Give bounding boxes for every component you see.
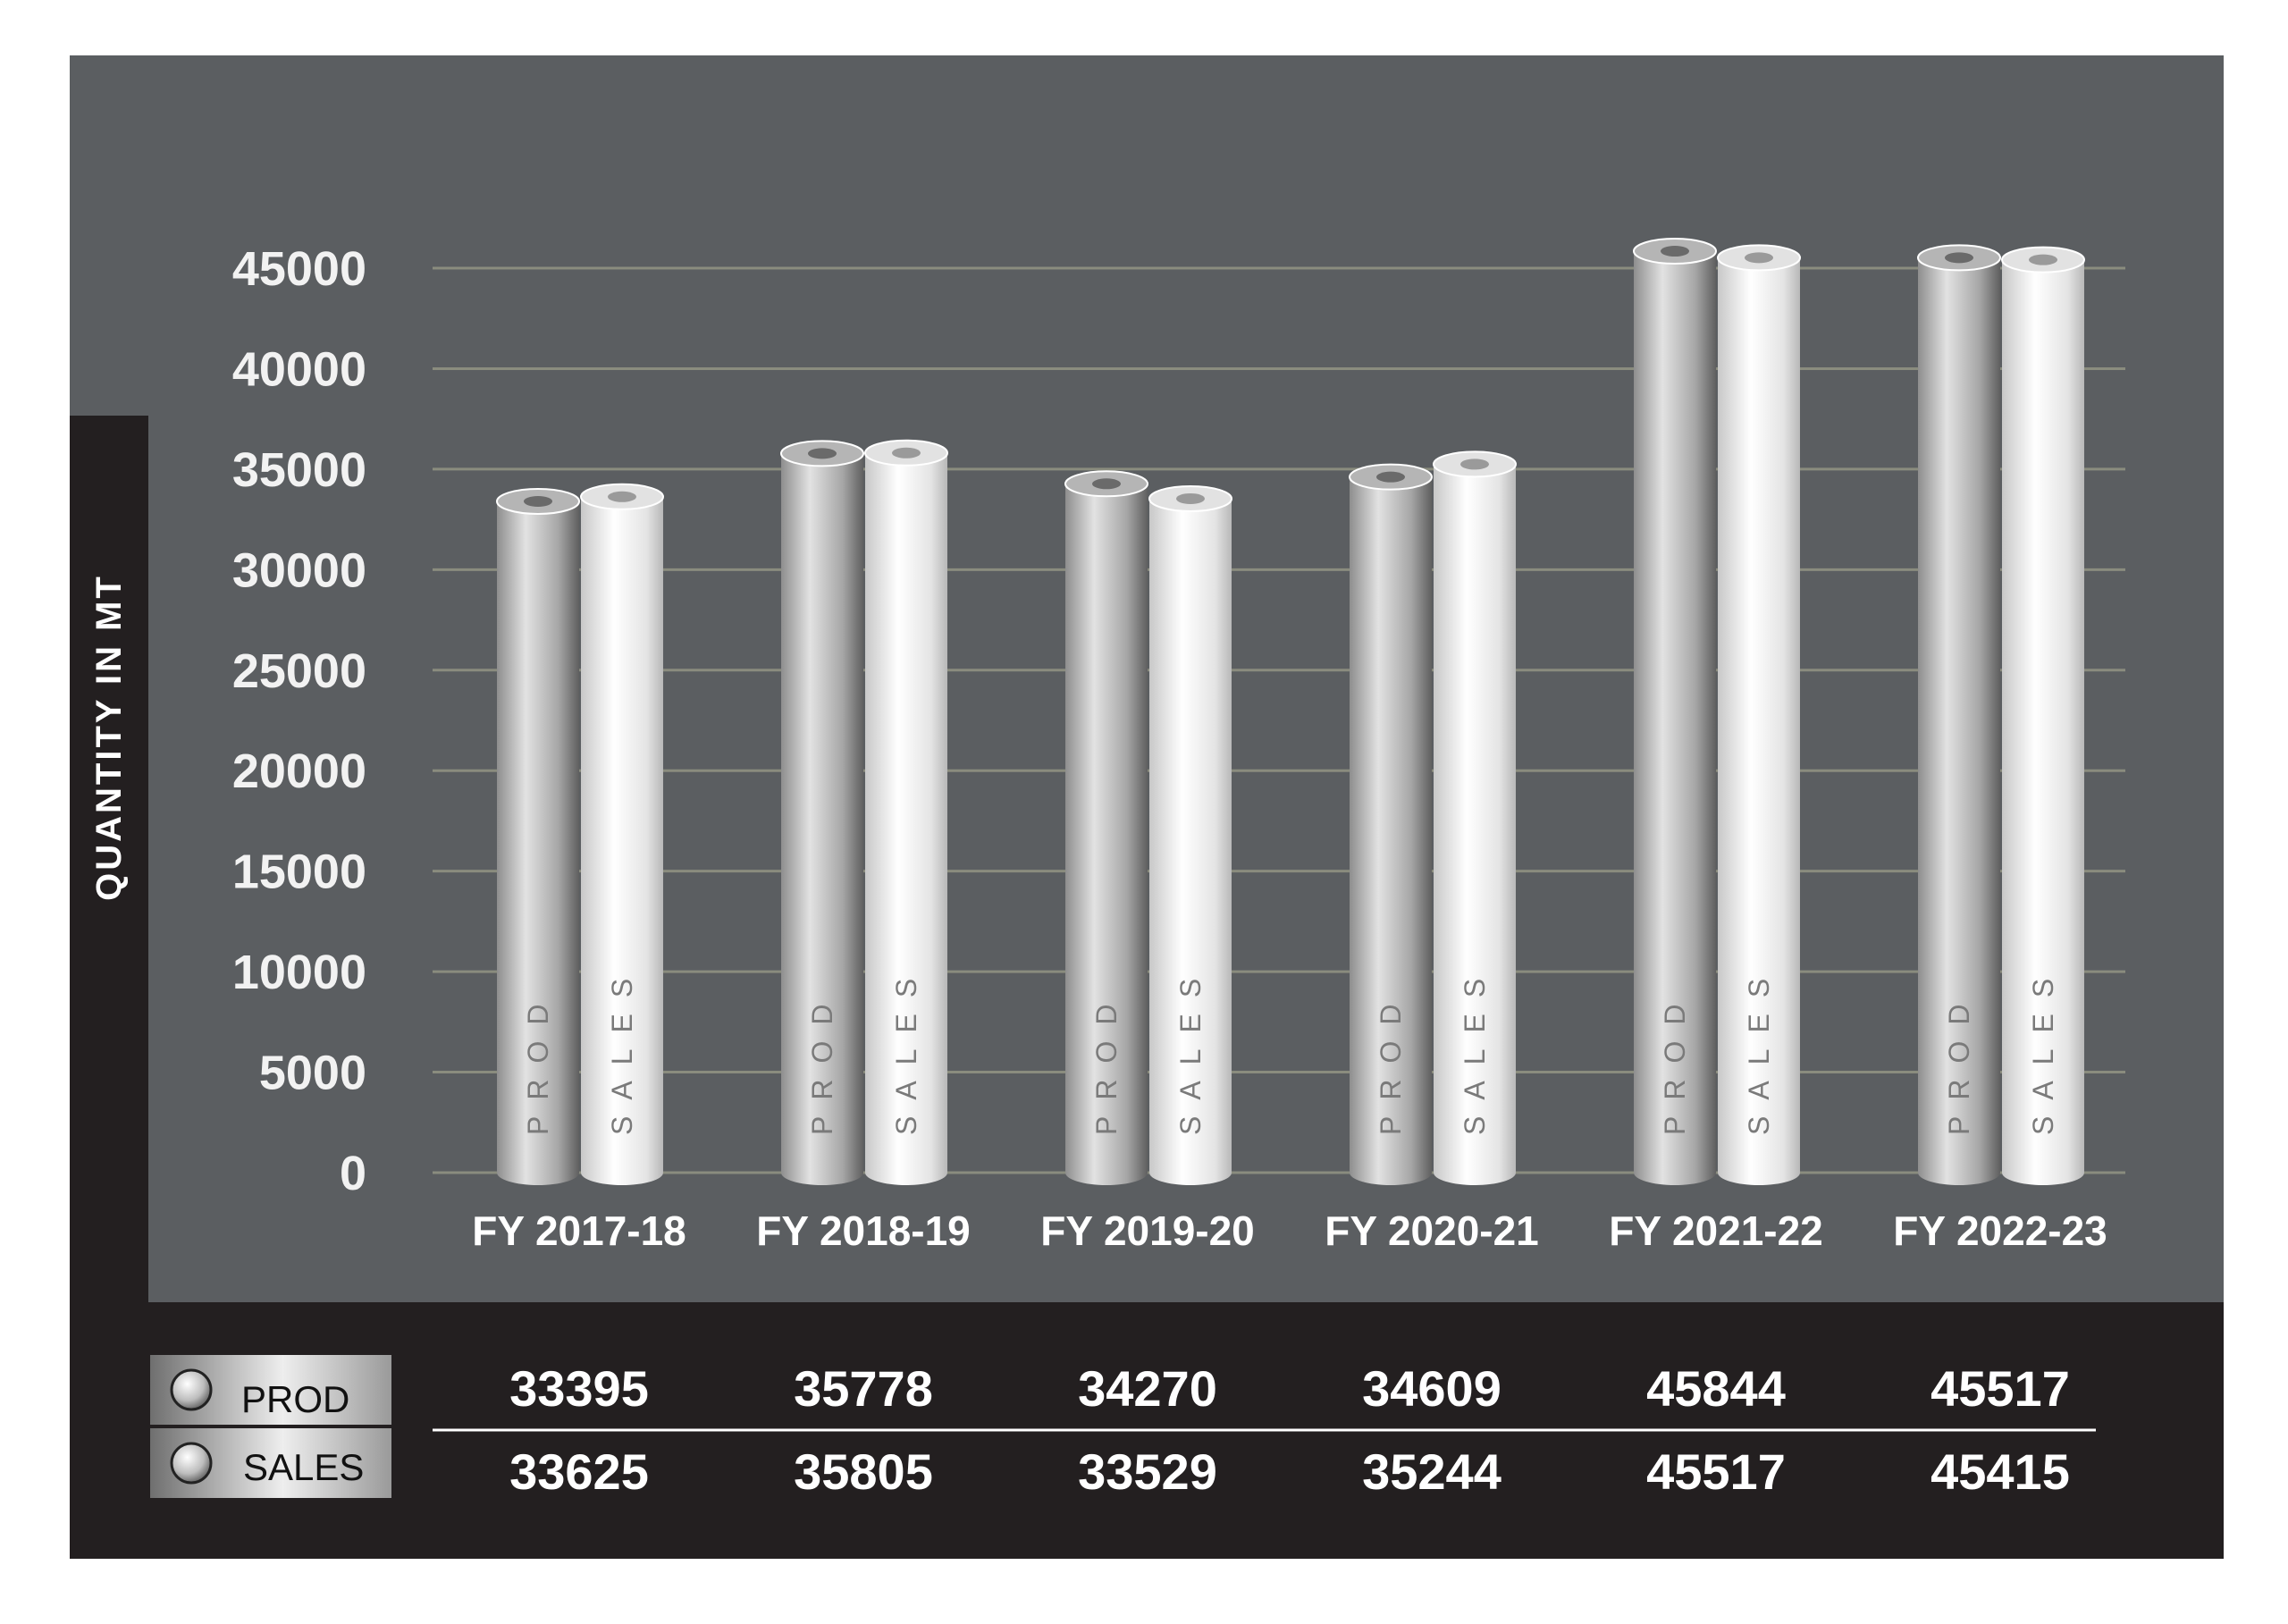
y-tick-label: 30000	[232, 543, 366, 597]
table-value-sales: 35244	[1362, 1443, 1502, 1500]
bar-sales: SALES	[2001, 246, 2085, 1185]
bar-text-sales: SALES	[890, 963, 922, 1135]
bar-text-sales: SALES	[1174, 963, 1207, 1135]
bar-prod: PROD	[1064, 470, 1148, 1185]
y-tick-label: 0	[340, 1147, 366, 1200]
bar-text-sales: SALES	[1743, 963, 1775, 1135]
x-category-label: FY 2019-20	[1040, 1207, 1255, 1254]
y-tick-label: 15000	[232, 846, 366, 899]
bar-text-sales: SALES	[606, 963, 638, 1135]
table-value-sales: 45415	[1930, 1443, 2070, 1500]
bar-sales: SALES	[864, 439, 948, 1185]
y-tick-label: 20000	[232, 745, 366, 798]
gridlines	[433, 266, 2125, 1174]
bar-text-sales: SALES	[1459, 963, 1491, 1135]
y-tick-label: 45000	[232, 242, 366, 296]
table-value-prod: 45844	[1646, 1360, 1786, 1417]
bar-prod: PROD	[496, 487, 580, 1185]
y-tick-label: 10000	[232, 946, 366, 999]
y-tick-label: 35000	[232, 443, 366, 497]
x-category-label: FY 2021-22	[1609, 1207, 1823, 1254]
data-table: 33395 33625 35778 35805 34270 33529 34609 35244…	[509, 1360, 2070, 1500]
bar-sales: SALES	[1717, 244, 1801, 1185]
bar-prod: PROD	[1349, 463, 1433, 1185]
legend: PROD SALES	[150, 1355, 391, 1498]
bar-sales: SALES	[1433, 450, 1517, 1185]
bar-text-prod: PROD	[1090, 989, 1123, 1135]
table-value-prod: 45517	[1930, 1360, 2070, 1417]
table-value-prod: 35778	[794, 1360, 933, 1417]
bar-text-sales: SALES	[2027, 963, 2059, 1135]
x-axis-categories: FY 2017-18 FY 2018-19 FY 2019-20 FY 2020-21…	[472, 1207, 2107, 1254]
bar-text-prod: PROD	[522, 989, 554, 1135]
bar-text-prod: PROD	[1375, 989, 1407, 1135]
bar-prod: PROD	[1633, 238, 1717, 1185]
bars: PROD SALES PROD SALES PROD SALES PROD SALES PROD…	[496, 238, 2085, 1185]
x-category-label: FY 2018-19	[756, 1207, 971, 1254]
legend-sales-disc-icon	[170, 1442, 213, 1485]
table-value-prod: 34609	[1362, 1360, 1502, 1417]
x-category-label: FY 2020-21	[1325, 1207, 1539, 1254]
table-value-prod: 34270	[1078, 1360, 1217, 1417]
table-value-sales: 45517	[1646, 1443, 1786, 1500]
table-value-prod: 33395	[509, 1360, 649, 1417]
axis-title-band	[70, 416, 148, 1302]
x-category-label: FY 2022-23	[1893, 1207, 2107, 1254]
legend-prod-label: PROD	[241, 1378, 349, 1420]
y-axis-ticks: 0 5000 10000 15000 20000 25000 30000 35000 40000…	[232, 242, 366, 1200]
table-value-sales: 35805	[794, 1443, 933, 1500]
table-value-sales: 33625	[509, 1443, 649, 1500]
bar-prod: PROD	[780, 440, 864, 1185]
table-value-sales: 33529	[1078, 1443, 1217, 1500]
bar-text-prod: PROD	[1943, 989, 1975, 1135]
y-tick-label: 25000	[232, 644, 366, 698]
bar-sales: SALES	[580, 483, 664, 1185]
bar-prod: PROD	[1917, 244, 2001, 1185]
bar-text-prod: PROD	[1659, 989, 1691, 1135]
legend-sales-label: SALES	[243, 1446, 364, 1488]
y-axis-title: QUANTITY IN MT	[89, 574, 129, 901]
bar-text-prod: PROD	[806, 989, 838, 1135]
x-category-label: FY 2017-18	[472, 1207, 686, 1254]
bar-sales: SALES	[1148, 484, 1232, 1185]
y-tick-label: 40000	[232, 342, 366, 396]
legend-prod-disc-icon	[170, 1368, 213, 1411]
y-tick-label: 5000	[259, 1047, 366, 1100]
